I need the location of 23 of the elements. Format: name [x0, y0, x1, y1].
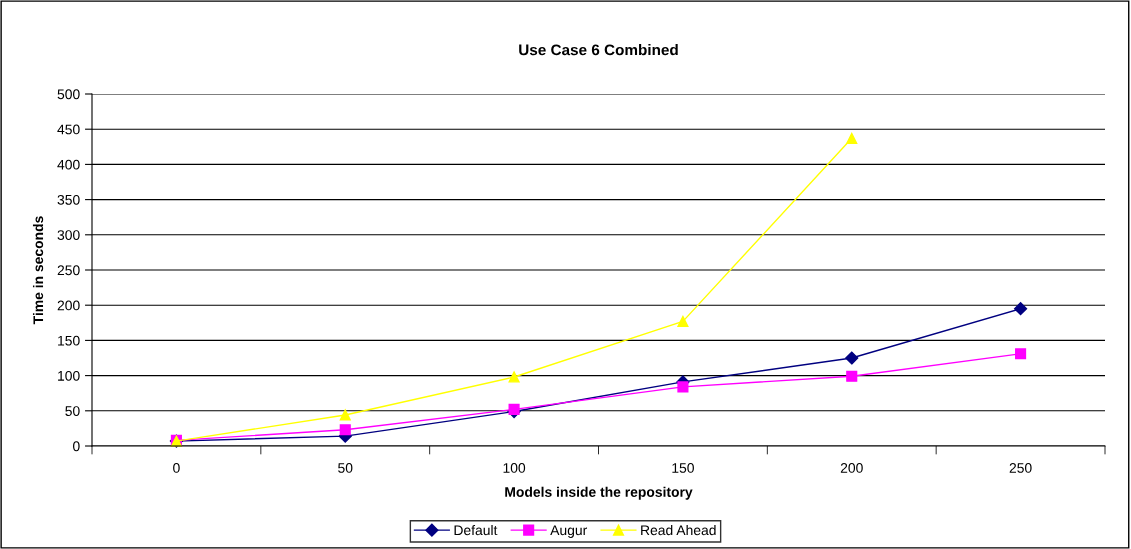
y-tick-label: 100	[58, 370, 80, 381]
x-tick-label: 100	[503, 463, 526, 473]
y-tick-label: 0	[73, 441, 80, 452]
y-tick-label: 450	[57, 124, 80, 135]
chart-title: Use Case 6 Combined	[519, 44, 678, 56]
x-tick-label: 250	[1009, 463, 1032, 473]
y-tick-label: 150	[58, 335, 80, 346]
y-tick-label: 50	[65, 406, 80, 416]
x-tick-label: 0	[173, 463, 180, 473]
y-tick-label: 400	[57, 159, 80, 170]
x-axis-title: Models inside the repository	[505, 486, 693, 500]
x-tick-label: 150	[672, 463, 694, 473]
y-tick-label: 500	[57, 89, 80, 100]
legend-label: Default	[454, 524, 498, 536]
legend-label: Augur	[550, 525, 588, 538]
x-tick-label: 50	[338, 463, 353, 473]
y-tick-label: 250	[57, 265, 80, 276]
x-tick-label: 200	[840, 463, 863, 473]
y-tick-label: 200	[57, 300, 80, 311]
legend-label: Read Ahead	[641, 524, 716, 536]
y-axis-title: Time in seconds	[32, 216, 44, 325]
y-tick-label: 300	[57, 230, 80, 240]
y-tick-label: 350	[57, 194, 80, 205]
